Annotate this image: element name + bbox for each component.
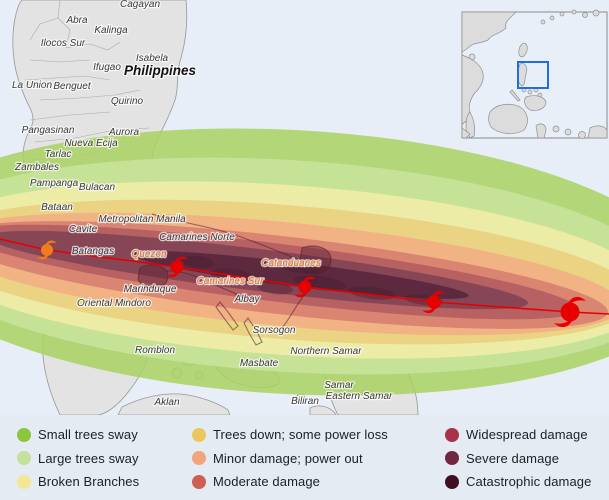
legend-item: Widespread damage	[428, 423, 609, 447]
region-label: Romblon	[135, 345, 175, 356]
legend-item: Moderate damage	[175, 470, 428, 494]
region-label: Abra	[65, 15, 88, 26]
region-label: Pangasinan	[22, 125, 75, 136]
region-label: Benguet	[53, 81, 91, 92]
legend-color-dot	[192, 474, 206, 489]
region-label: Aurora	[108, 127, 139, 138]
region-label: Zambales	[14, 162, 59, 173]
legend-item-label: Minor damage; power out	[213, 450, 363, 466]
region-label: Sorsogon	[253, 325, 296, 336]
legend-item: Broken Branches	[0, 470, 175, 494]
damage-band-9	[131, 251, 469, 299]
region-label: Philippines	[124, 63, 197, 78]
storm-icon-3	[294, 276, 316, 298]
legend-color-dot	[445, 427, 459, 442]
region-label: Kalinga	[94, 25, 128, 36]
region-label: Pampanga	[30, 178, 79, 189]
legend: Small trees sway Large trees sway Broken B…	[0, 415, 609, 500]
legend-item: Small trees sway	[0, 423, 175, 447]
legend-item-label: Trees down; some power loss	[213, 427, 388, 443]
region-labels: Cagayan Abra Kalinga Ilocos Sur Isabela Ifuga…	[11, 0, 395, 409]
legend-color-dot	[445, 451, 459, 466]
legend-color-dot	[17, 474, 31, 489]
region-label: Ifugao	[93, 62, 121, 73]
region-label: Cagayan	[120, 0, 160, 10]
damage-swath-bands	[0, 128, 609, 396]
legend-item-label: Small trees sway	[38, 427, 138, 443]
region-label: Samar	[324, 380, 354, 391]
region-label: Masbate	[240, 358, 279, 369]
storm-icon-5	[554, 296, 586, 328]
legend-color-dot	[445, 474, 459, 489]
storm-icon-2	[166, 256, 188, 278]
legend-item: Severe damage	[428, 447, 609, 471]
region-label: Aklan	[153, 397, 179, 408]
legend-item-label: Moderate damage	[213, 474, 321, 490]
region-label: Oriental Mindoro	[77, 298, 151, 309]
region-label: Marinduque	[124, 284, 177, 295]
region-label: Bataan	[41, 202, 73, 213]
map-canvas: Cagayan Abra Kalinga Ilocos Sur Isabela Ifuga…	[0, 0, 609, 415]
legend-item: Trees down; some power loss	[175, 423, 428, 447]
region-label: Quezon	[131, 249, 166, 260]
legend-item: Catastrophic damage	[428, 470, 609, 494]
legend-color-dot	[17, 451, 31, 466]
inset-landmasses	[461, 9, 608, 139]
legend-item: Minor damage; power out	[175, 447, 428, 471]
region-label: Metropolitan Manila	[98, 214, 186, 225]
inset-overview-map	[461, 9, 608, 139]
region-label: La Union	[12, 80, 52, 91]
legend-item-label: Severe damage	[466, 450, 560, 466]
storm-position-icons	[37, 240, 586, 328]
region-label: Catanduanes	[261, 258, 321, 269]
legend-item-label: Broken Branches	[38, 474, 140, 490]
storm-icon-4	[422, 290, 446, 314]
region-label: Ilocos Sur	[41, 38, 86, 49]
legend-item-label: Catastrophic damage	[466, 474, 592, 490]
region-label: Camarines Norte	[159, 232, 235, 243]
region-label: Camarines Sur	[197, 276, 264, 287]
region-label: Albay	[233, 294, 260, 305]
region-label: Cavite	[69, 224, 98, 235]
inset-highlight-box	[517, 61, 549, 89]
legend-color-dot	[192, 427, 206, 442]
legend-item: Large trees sway	[0, 447, 175, 471]
region-label: Quirino	[111, 96, 144, 107]
region-label: Northern Samar	[290, 346, 362, 357]
region-label: Eastern Samar	[326, 391, 393, 402]
legend-item-label: Large trees sway	[38, 450, 139, 466]
region-label: Isabela	[136, 53, 169, 64]
region-label: Bulacan	[79, 182, 116, 193]
legend-color-dot	[17, 427, 31, 442]
region-label: Nueva Ecija	[64, 138, 118, 149]
map-svg: Cagayan Abra Kalinga Ilocos Sur Isabela Ifuga…	[0, 0, 609, 415]
region-label: Biliran	[291, 396, 319, 407]
dark-islands-in-swath	[138, 245, 331, 289]
legend-color-dot	[192, 451, 206, 466]
legend-item-label: Widespread damage	[466, 427, 588, 443]
region-label: Tarlac	[45, 149, 72, 160]
storm-icon-1	[37, 240, 57, 260]
region-label: Batangas	[72, 246, 114, 257]
